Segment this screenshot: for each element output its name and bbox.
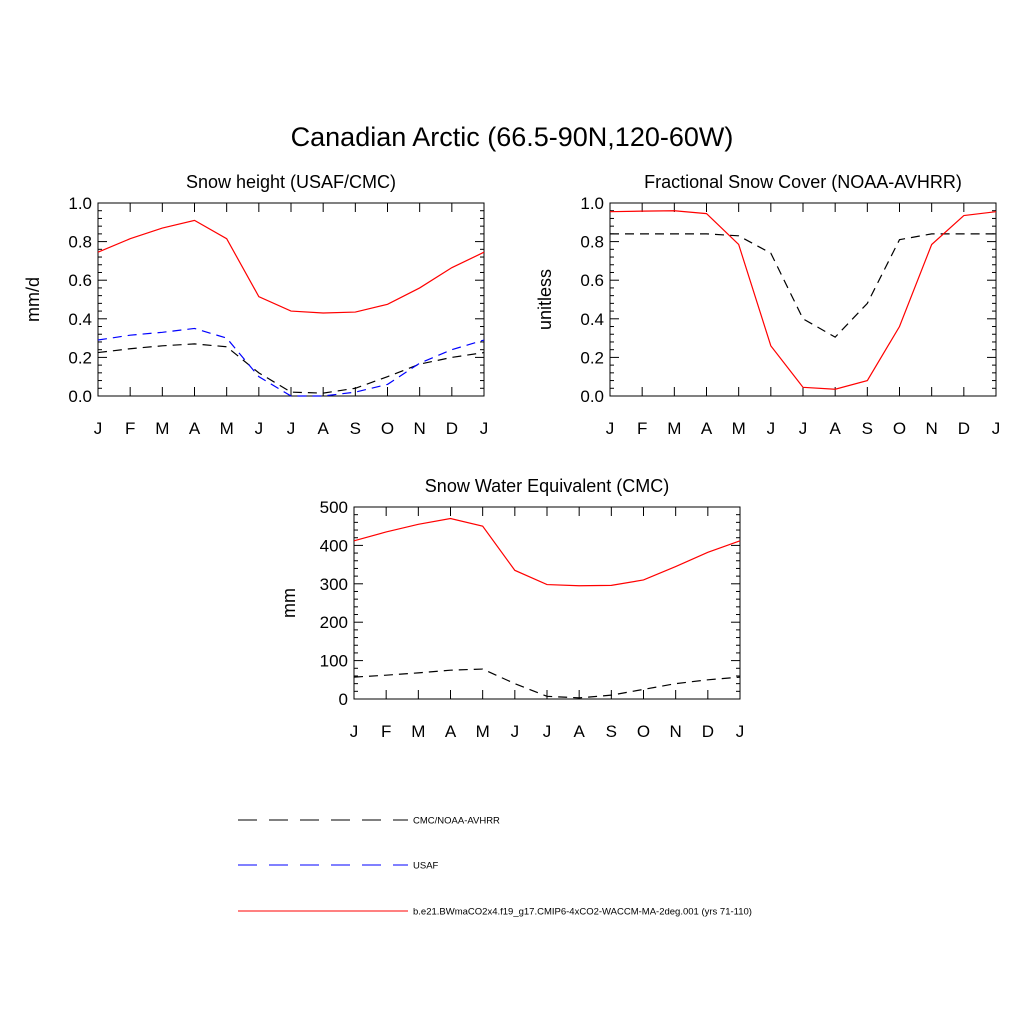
x-tick-label: J	[511, 722, 520, 741]
x-tick-label: O	[637, 722, 650, 741]
panel-title: Snow height (USAF/CMC)	[186, 172, 396, 192]
series-line	[97, 343, 485, 394]
y-tick-label: 0.2	[68, 348, 92, 367]
series-line	[609, 210, 997, 390]
y-axis-label: mm/d	[23, 277, 43, 322]
y-tick-label: 0.4	[580, 310, 604, 329]
legend-label: USAF	[413, 861, 439, 872]
x-tick-label: F	[381, 722, 391, 741]
x-tick-label: A	[573, 722, 585, 741]
plot-frame	[97, 202, 485, 397]
x-tick-label: A	[317, 419, 329, 438]
x-tick-label: D	[702, 722, 714, 741]
x-tick-label: A	[445, 722, 457, 741]
x-tick-label: M	[411, 722, 425, 741]
y-tick-label: 0.0	[580, 387, 604, 406]
y-tick-label: 300	[320, 575, 348, 594]
y-tick-label: 0.0	[68, 387, 92, 406]
series-line	[353, 668, 741, 699]
panel-title: Snow Water Equivalent (CMC)	[425, 476, 669, 496]
x-tick-label: J	[606, 419, 615, 438]
x-tick-label: M	[220, 419, 234, 438]
x-tick-label: J	[736, 722, 745, 741]
y-tick-label: 0.2	[580, 348, 604, 367]
x-tick-label: J	[799, 419, 808, 438]
x-tick-label: S	[862, 419, 873, 438]
panel-title: Fractional Snow Cover (NOAA-AVHRR)	[644, 172, 962, 192]
x-tick-label: N	[670, 722, 682, 741]
x-tick-label: J	[767, 419, 776, 438]
y-tick-label: 500	[320, 498, 348, 517]
x-tick-label: J	[350, 722, 359, 741]
y-axis-label: unitless	[535, 269, 555, 330]
x-tick-label: O	[893, 419, 906, 438]
x-tick-label: J	[480, 419, 489, 438]
main-title: Canadian Arctic (66.5-90N,120-60W)	[290, 122, 734, 152]
legend: CMC/NOAA-AVHRR USAF b.e21.BWmaCO2x4.f19_g1…	[238, 816, 752, 918]
x-tick-label: M	[476, 722, 490, 741]
x-tick-label: D	[958, 419, 970, 438]
y-tick-label: 0.4	[68, 310, 92, 329]
x-tick-label: F	[637, 419, 647, 438]
y-tick-label: 400	[320, 536, 348, 555]
y-tick-label: 0.6	[580, 271, 604, 290]
y-tick-label: 1.0	[580, 194, 604, 213]
x-tick-label: O	[381, 419, 394, 438]
x-tick-label: J	[255, 419, 264, 438]
x-tick-label: J	[543, 722, 552, 741]
x-tick-label: N	[926, 419, 938, 438]
panel-fractional-snow-cover: J F M A M J J A S O N D J0.00.20.40.60.81.0Fractiona…	[535, 172, 1000, 438]
x-tick-label: D	[446, 419, 458, 438]
plot-frame	[353, 506, 741, 700]
y-tick-label: 100	[320, 652, 348, 671]
y-tick-label: 1.0	[68, 194, 92, 213]
x-tick-label: A	[701, 419, 713, 438]
x-tick-label: J	[94, 419, 103, 438]
x-tick-label: M	[667, 419, 681, 438]
x-tick-label: A	[189, 419, 201, 438]
legend-label: b.e21.BWmaCO2x4.f19_g17.CMIP6-4xCO2-WACC…	[413, 907, 752, 918]
series-line	[610, 233, 996, 338]
x-tick-label: J	[992, 419, 1001, 438]
x-tick-label: M	[732, 419, 746, 438]
y-tick-label: 0.8	[68, 233, 92, 252]
x-tick-label: M	[155, 419, 169, 438]
y-tick-label: 0.6	[68, 271, 92, 290]
legend-label: CMC/NOAA-AVHRR	[413, 816, 500, 827]
x-tick-label: S	[350, 419, 361, 438]
x-tick-label: F	[125, 419, 135, 438]
x-tick-label: J	[287, 419, 296, 438]
plot-frame	[609, 202, 997, 397]
x-tick-label: S	[606, 722, 617, 741]
series-line	[97, 219, 485, 314]
series-line	[353, 517, 741, 587]
y-tick-label: 0	[339, 690, 348, 709]
y-tick-label: 200	[320, 613, 348, 632]
x-tick-label: A	[829, 419, 841, 438]
x-tick-label: N	[414, 419, 426, 438]
y-tick-label: 0.8	[580, 233, 604, 252]
series-line	[97, 327, 485, 397]
y-axis-label: mm	[279, 588, 299, 618]
